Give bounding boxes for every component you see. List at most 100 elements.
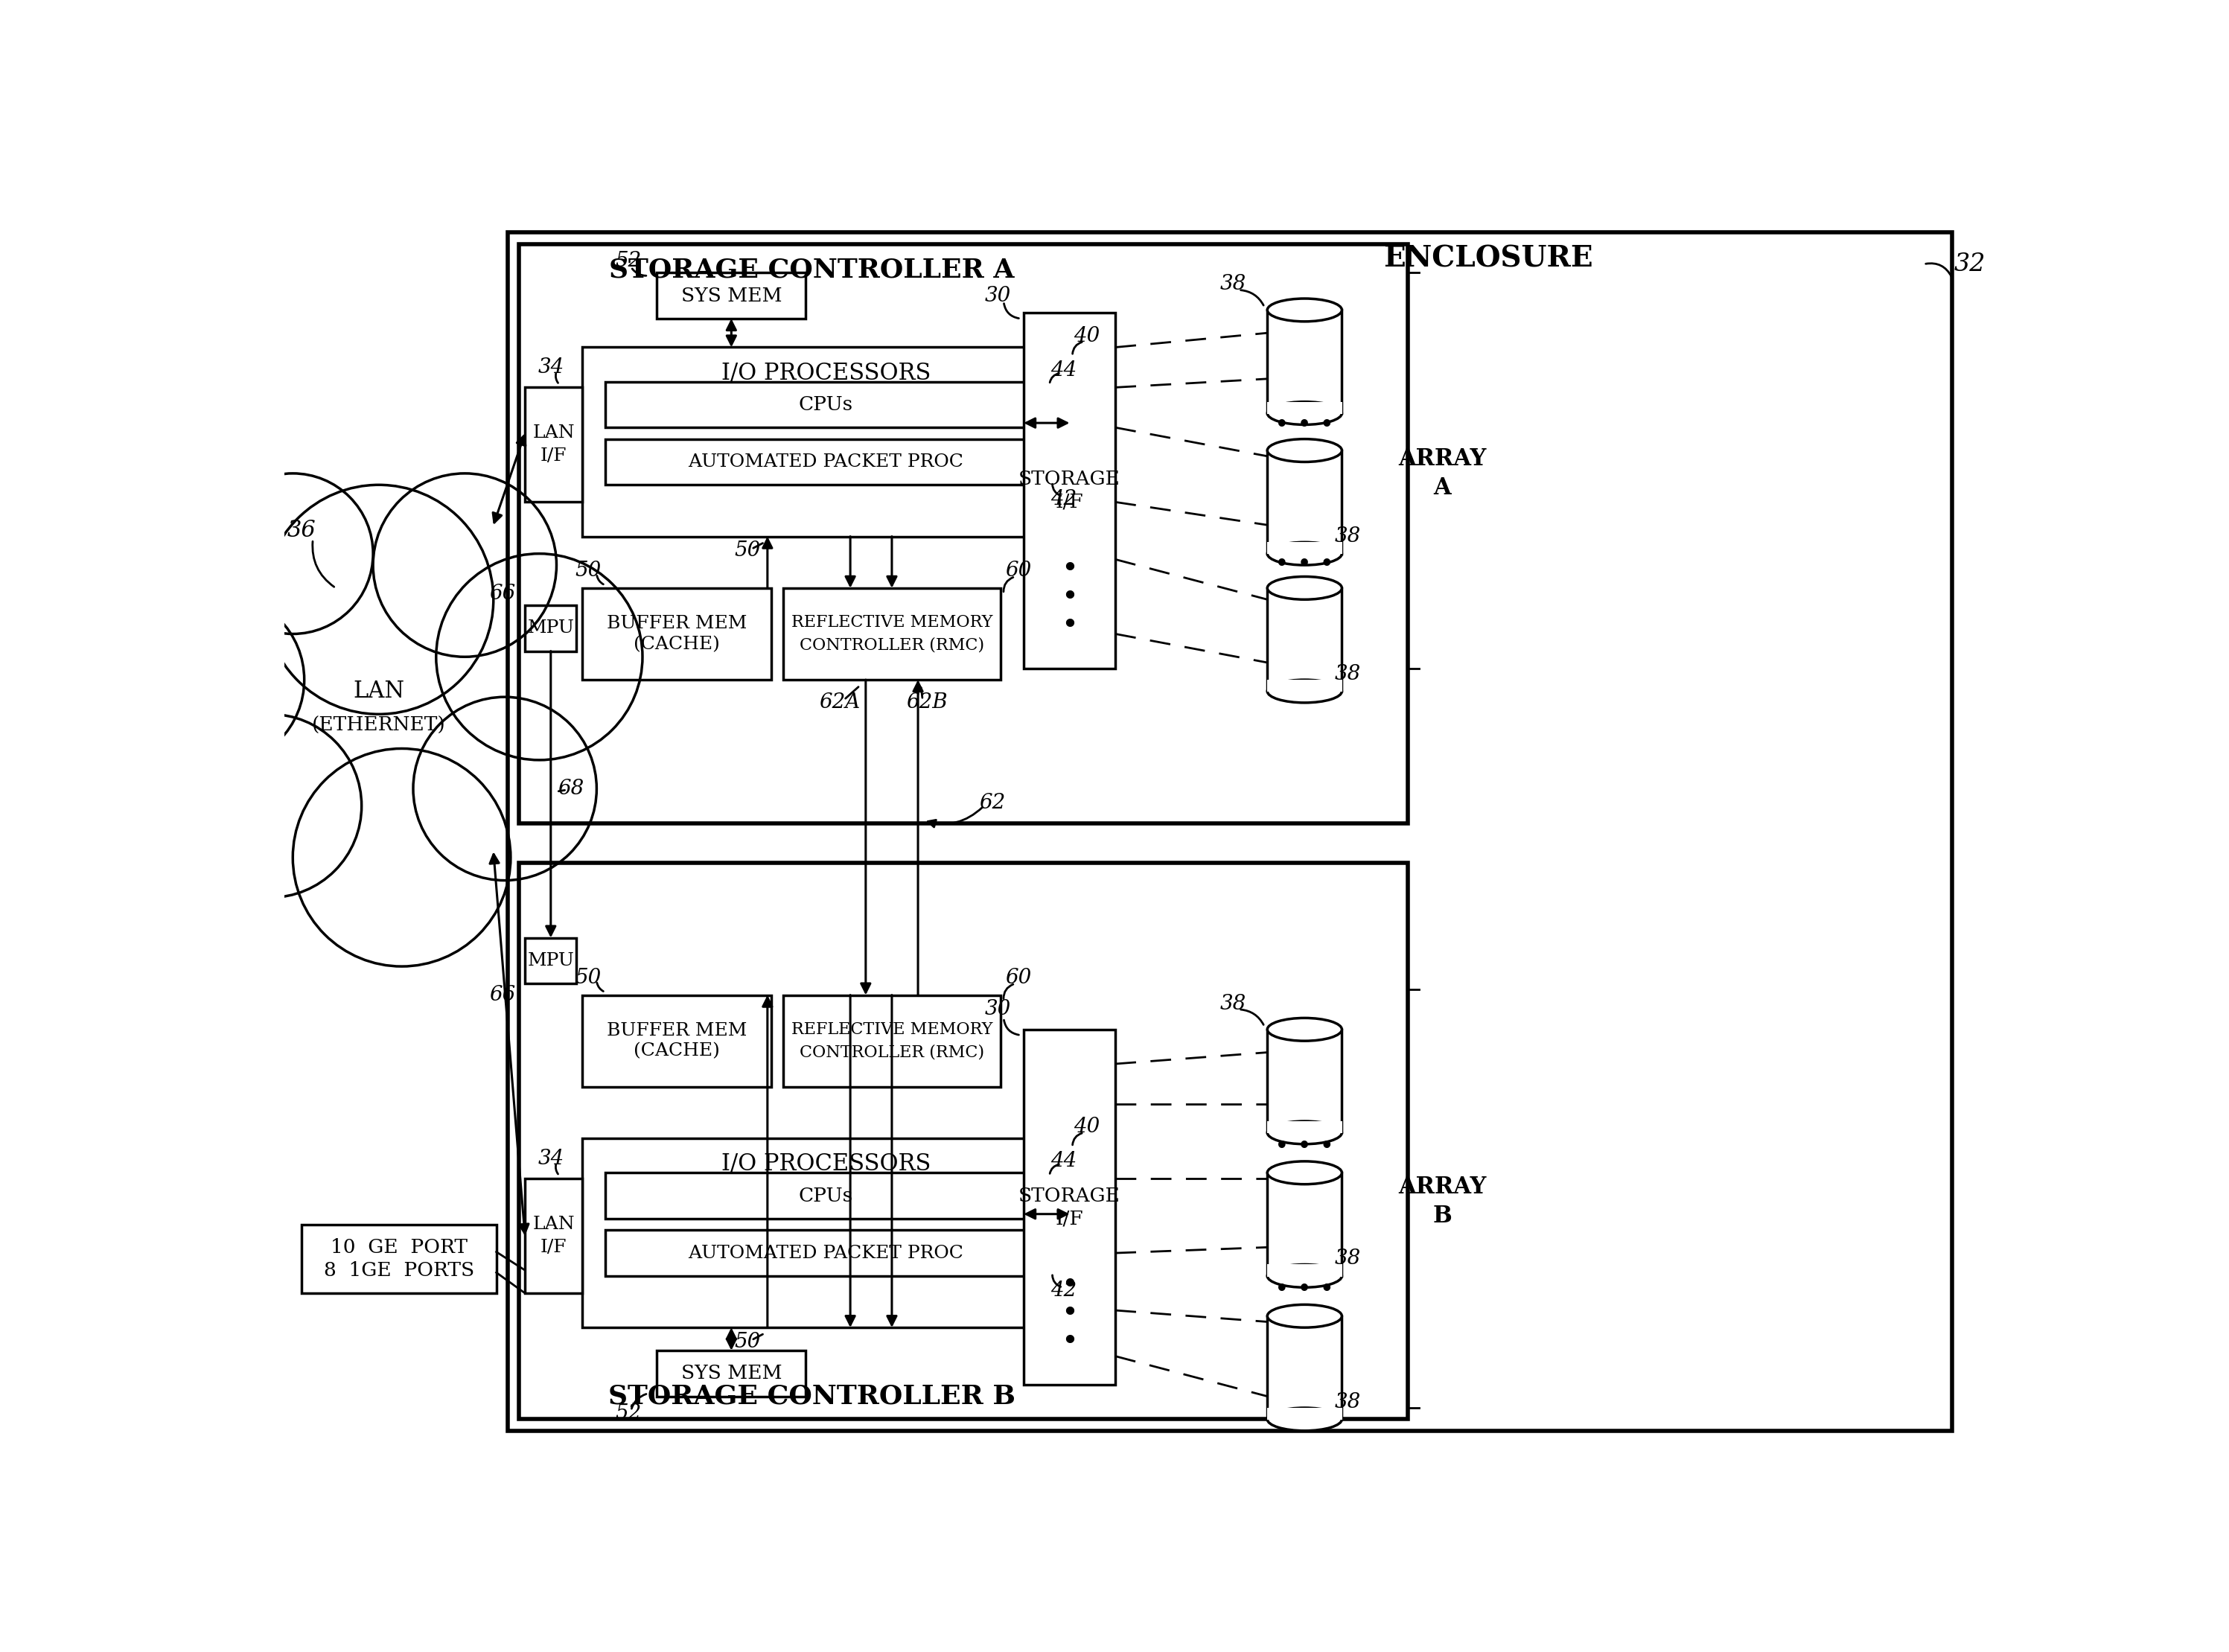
Bar	[1023, 312, 1114, 669]
Text: B: B	[1433, 1204, 1451, 1227]
Text: REFLECTIVE MEMORY: REFLECTIVE MEMORY	[791, 1021, 992, 1037]
Bar	[1266, 1264, 1342, 1277]
Text: ARRAY: ARRAY	[1398, 1176, 1487, 1199]
Ellipse shape	[1268, 1161, 1342, 1184]
Text: MPU: MPU	[528, 952, 575, 970]
Bar	[1266, 1408, 1342, 1419]
Bar	[1268, 1173, 1342, 1275]
Text: 38: 38	[1219, 993, 1246, 1014]
Text: 40: 40	[1074, 1117, 1099, 1137]
Text: STORAGE: STORAGE	[1019, 1186, 1121, 1204]
Text: (ETHERNET): (ETHERNET)	[312, 717, 446, 735]
Text: • • •: • • •	[1275, 415, 1335, 438]
Text: •: •	[1061, 1328, 1079, 1356]
Text: CPUs: CPUs	[798, 1186, 854, 1204]
Bar	[526, 605, 577, 651]
Bar	[1268, 311, 1342, 413]
Bar	[1268, 451, 1342, 553]
Text: 38: 38	[1335, 527, 1360, 547]
Text: 38: 38	[1335, 664, 1360, 684]
Text: 44: 44	[1050, 1151, 1077, 1171]
Text: BUFFER MEM: BUFFER MEM	[606, 1023, 747, 1039]
Text: CPUs: CPUs	[798, 395, 854, 415]
Text: •: •	[1061, 555, 1079, 583]
Bar	[526, 1178, 582, 1294]
Text: 50: 50	[733, 1332, 760, 1351]
Ellipse shape	[1268, 1305, 1342, 1328]
Text: 32: 32	[1955, 253, 1986, 276]
Text: SYS MEM: SYS MEM	[680, 286, 782, 306]
Text: (CACHE): (CACHE)	[633, 1042, 720, 1061]
Text: I/F: I/F	[1057, 1209, 1083, 1227]
Bar	[606, 439, 1048, 486]
Text: 50: 50	[575, 560, 602, 582]
Text: REFLECTIVE MEMORY: REFLECTIVE MEMORY	[791, 615, 992, 631]
Text: 60: 60	[1005, 560, 1032, 582]
Bar	[582, 588, 771, 679]
Bar	[1268, 1317, 1342, 1419]
Bar	[526, 938, 577, 983]
Text: 60: 60	[1005, 968, 1032, 988]
Text: 62A: 62A	[820, 692, 860, 712]
Text: STORAGE CONTROLLER B: STORAGE CONTROLLER B	[609, 1384, 1014, 1409]
Text: • • •: • • •	[1275, 1135, 1335, 1160]
Ellipse shape	[1268, 577, 1342, 600]
Text: 42: 42	[1050, 489, 1077, 509]
Bar	[519, 244, 1409, 823]
Text: 38: 38	[1335, 1249, 1360, 1269]
Text: (CACHE): (CACHE)	[633, 636, 720, 653]
Text: 68: 68	[557, 778, 584, 798]
Bar	[1268, 588, 1342, 691]
Text: 52: 52	[615, 1404, 642, 1424]
Bar	[519, 864, 1409, 1419]
Text: A: A	[1433, 476, 1451, 499]
Bar	[526, 388, 582, 502]
Text: 40: 40	[1074, 325, 1099, 345]
Bar	[1266, 401, 1342, 413]
Bar	[1266, 542, 1342, 553]
Text: • • •: • • •	[1275, 1279, 1335, 1302]
Bar	[606, 1231, 1048, 1275]
Bar	[606, 382, 1048, 428]
Text: CONTROLLER (RMC): CONTROLLER (RMC)	[800, 1044, 985, 1061]
Bar	[658, 1350, 807, 1396]
Text: 38: 38	[1335, 1393, 1360, 1412]
Text: AUTOMATED PACKET PROC: AUTOMATED PACKET PROC	[689, 1244, 963, 1262]
Ellipse shape	[1268, 1408, 1342, 1431]
Ellipse shape	[1268, 1264, 1342, 1287]
Text: 62: 62	[979, 793, 1005, 813]
Text: ARRAY: ARRAY	[1398, 448, 1487, 471]
Text: LAN: LAN	[352, 679, 403, 702]
Text: LAN: LAN	[533, 1216, 575, 1232]
Text: 50: 50	[575, 968, 602, 988]
Text: 36: 36	[288, 519, 317, 542]
Text: • • •: • • •	[1275, 553, 1335, 577]
Bar	[582, 995, 771, 1087]
Text: 30: 30	[985, 286, 1012, 306]
Bar	[1268, 1029, 1342, 1133]
Text: 30: 30	[985, 999, 1012, 1019]
Ellipse shape	[1268, 439, 1342, 463]
Text: STORAGE CONTROLLER A: STORAGE CONTROLLER A	[609, 258, 1014, 282]
Ellipse shape	[1268, 1122, 1342, 1145]
Text: MPU: MPU	[528, 620, 575, 636]
Text: •: •	[1061, 611, 1079, 639]
Ellipse shape	[1268, 299, 1342, 322]
Text: 42: 42	[1050, 1280, 1077, 1300]
Text: 50: 50	[733, 540, 760, 560]
Text: I/O PROCESSORS: I/O PROCESSORS	[722, 362, 932, 385]
Bar	[1023, 1029, 1114, 1384]
Text: LAN: LAN	[533, 425, 575, 441]
Text: BUFFER MEM: BUFFER MEM	[606, 615, 747, 633]
Text: 44: 44	[1050, 360, 1077, 380]
Text: STORAGE: STORAGE	[1019, 469, 1121, 489]
Bar	[658, 273, 807, 319]
Text: 66: 66	[488, 583, 515, 605]
Text: CONTROLLER (RMC): CONTROLLER (RMC)	[800, 638, 985, 654]
Bar	[1266, 1122, 1342, 1133]
Text: 52: 52	[615, 251, 642, 271]
Ellipse shape	[1268, 1018, 1342, 1041]
Text: AUTOMATED PACKET PROC: AUTOMATED PACKET PROC	[689, 453, 963, 471]
Ellipse shape	[1268, 401, 1342, 425]
Text: •: •	[1061, 1300, 1079, 1328]
